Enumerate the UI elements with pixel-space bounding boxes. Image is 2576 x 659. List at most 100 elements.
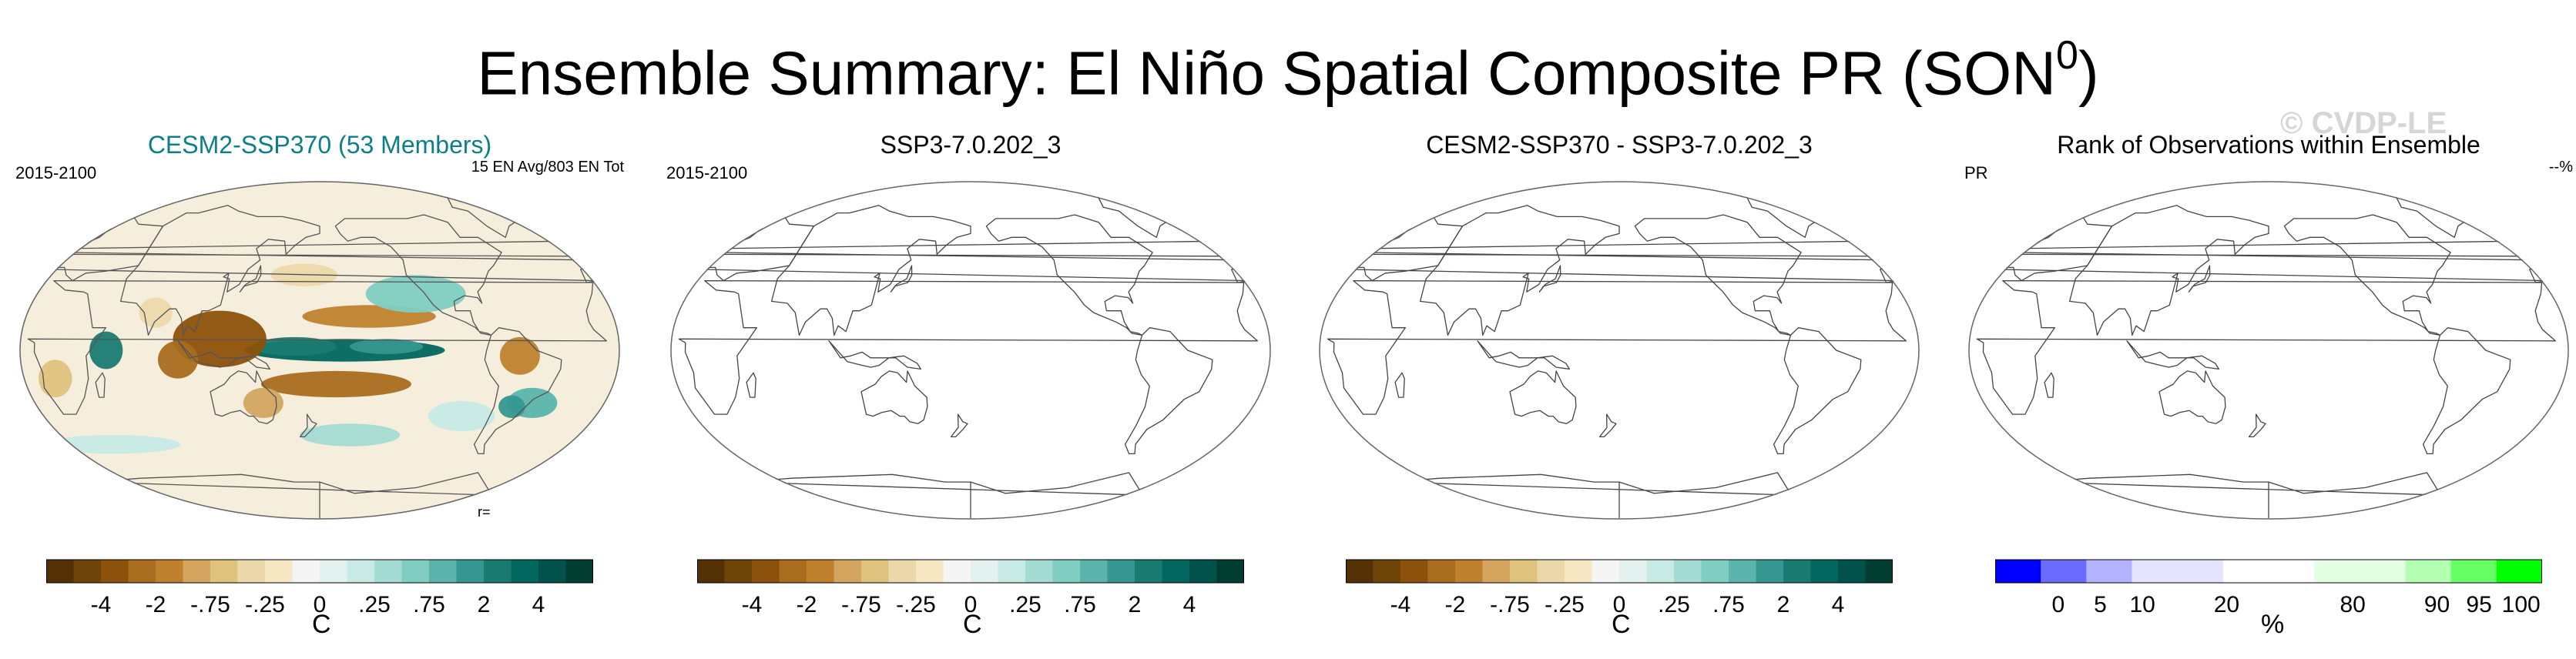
colorbar-swatch <box>1995 560 2041 583</box>
panel-observations: SSP3-7.0.202_3 2015-2100 -4 -2 -.75 -.25 0 .2… <box>666 115 1275 659</box>
colorbar-swatch <box>971 560 998 583</box>
colorbar-swatch <box>943 560 971 583</box>
continent-japan <box>890 265 913 293</box>
colorbar-swatch <box>1565 560 1592 583</box>
colorbar-swatch <box>1427 560 1456 583</box>
anomaly-blob <box>350 339 424 354</box>
colorbar-tick-label: 10 <box>2130 592 2155 616</box>
colorbar-swatch <box>2041 560 2087 583</box>
continent-australia <box>860 370 928 424</box>
correlation-label: r= <box>478 504 491 520</box>
anomaly-blob <box>243 387 283 418</box>
panel-percent-label: --% <box>2548 159 2573 176</box>
colorbar-swatch <box>374 560 402 583</box>
colorbar-tick-label: -.75 <box>190 592 230 616</box>
colorbar-swatch <box>2132 560 2179 583</box>
colorbar-swatch <box>2177 560 2224 583</box>
colorbar-tick-label: 2 <box>478 592 491 616</box>
colorbar-swatch <box>807 560 834 583</box>
continent-newzealand <box>1598 413 1617 438</box>
colorbar-tick-label: 80 <box>2340 592 2366 616</box>
map-border <box>19 181 620 520</box>
colorbar-swatch <box>1756 560 1784 583</box>
continent-australia <box>1509 370 1577 424</box>
colorbar-swatch <box>484 560 512 583</box>
panel-title: CESM2-SSP370 (53 Members) <box>147 131 492 159</box>
colorbar-tick-label: 100 <box>2502 592 2541 616</box>
continent-japan <box>2188 265 2211 293</box>
continent-japan <box>1538 265 1561 293</box>
continent-japan <box>239 265 262 293</box>
anomaly-blob <box>498 395 525 418</box>
colorbar-swatch <box>1107 560 1135 583</box>
continent-asia <box>2068 205 2269 336</box>
colorbar-swatch <box>1674 560 1702 583</box>
colorbar-swatch <box>1216 560 1244 583</box>
colorbar-tick-label: 90 <box>2424 592 2450 616</box>
colorbar-swatch <box>2405 560 2452 583</box>
colorbar-swatch <box>73 560 102 583</box>
colorbar-swatch <box>724 560 753 583</box>
continent-americas <box>334 214 562 455</box>
colorbar-swatch <box>1592 560 1620 583</box>
anomaly-blob <box>46 435 181 454</box>
continent-asia <box>770 205 971 336</box>
continent-australia <box>210 370 277 424</box>
colorbar-swatch <box>697 560 725 583</box>
continent-africa <box>1976 279 2556 415</box>
colorbar-swatch <box>210 560 238 583</box>
world-map <box>1319 181 1920 520</box>
colorbar-swatch <box>1482 560 1511 583</box>
colorbar-tick-label: -.75 <box>1490 592 1530 616</box>
colorbar-units: C <box>963 610 982 639</box>
anomaly-blob <box>365 275 466 313</box>
colorbar-swatch <box>347 560 375 583</box>
colorbar-tick-label: 4 <box>1183 592 1196 616</box>
anomaly-blob <box>39 360 72 398</box>
continent-madagascar <box>1394 372 1405 398</box>
colorbar-swatch <box>916 560 944 583</box>
colorbar-tick-label: 4 <box>1832 592 1845 616</box>
continent-africa <box>678 279 1258 415</box>
colorbar-swatch <box>779 560 807 583</box>
colorbar: 0 5 10 20 80 90 95 100 <box>1995 559 2542 616</box>
world-map <box>1968 181 2569 520</box>
colorbar-swatch <box>2086 560 2132 583</box>
colorbar-tick-label: 20 <box>2214 592 2239 616</box>
panel-rank: Rank of Observations within Ensemble PR … <box>1964 115 2573 659</box>
colorbar-tick-label: -.75 <box>841 592 881 616</box>
colorbar-swatch <box>1080 560 1108 583</box>
continent-africa <box>1327 279 1907 415</box>
colorbar-swatch <box>292 560 320 583</box>
colorbar-swatch <box>998 560 1026 583</box>
colorbar-tick-label: 0 <box>964 592 978 616</box>
colorbar-tick-label: 2 <box>1777 592 1790 616</box>
colorbar-swatch <box>511 560 539 583</box>
anomaly-blob <box>499 336 540 375</box>
colorbar-tick-label: 95 <box>2466 592 2491 616</box>
continent-australia <box>2158 370 2226 424</box>
panel-difference: CESM2-SSP370 - SSP3-7.0.202_3 -4 -2 -.75 -.… <box>1315 115 1924 659</box>
anomaly-blob <box>260 370 411 398</box>
colorbar-swatch <box>2450 560 2497 583</box>
colorbar-swatch <box>538 560 566 583</box>
colorbar-swatch <box>1701 560 1729 583</box>
colorbar-swatch <box>429 560 457 583</box>
colorbar-swatch <box>1162 560 1190 583</box>
continent-asia <box>1419 205 1620 336</box>
continent-madagascar <box>95 372 106 398</box>
colorbar-tick-label: -.25 <box>1545 592 1585 616</box>
colorbar-swatch <box>888 560 917 583</box>
panel-ensemble-mean: CESM2-SSP370 (53 Members) 2015-2100 15 E… <box>15 115 624 659</box>
colorbar: -4 -2 -.75 -.25 0 .25 .75 2 4 <box>697 559 1244 616</box>
anomaly-blob <box>253 336 337 356</box>
continent-antarctica <box>2042 472 2442 519</box>
colorbar-tick-label: -4 <box>742 592 763 616</box>
colorbar-swatch <box>1619 560 1647 583</box>
continent-indonesia <box>2126 340 2219 370</box>
colorbar-swatch <box>2269 560 2315 583</box>
figure-title-superscript: 0 <box>2056 33 2078 78</box>
continent-antarctica <box>1393 472 1793 519</box>
colorbar-tick-label: -2 <box>797 592 817 616</box>
colorbar-swatch <box>1346 560 1374 583</box>
